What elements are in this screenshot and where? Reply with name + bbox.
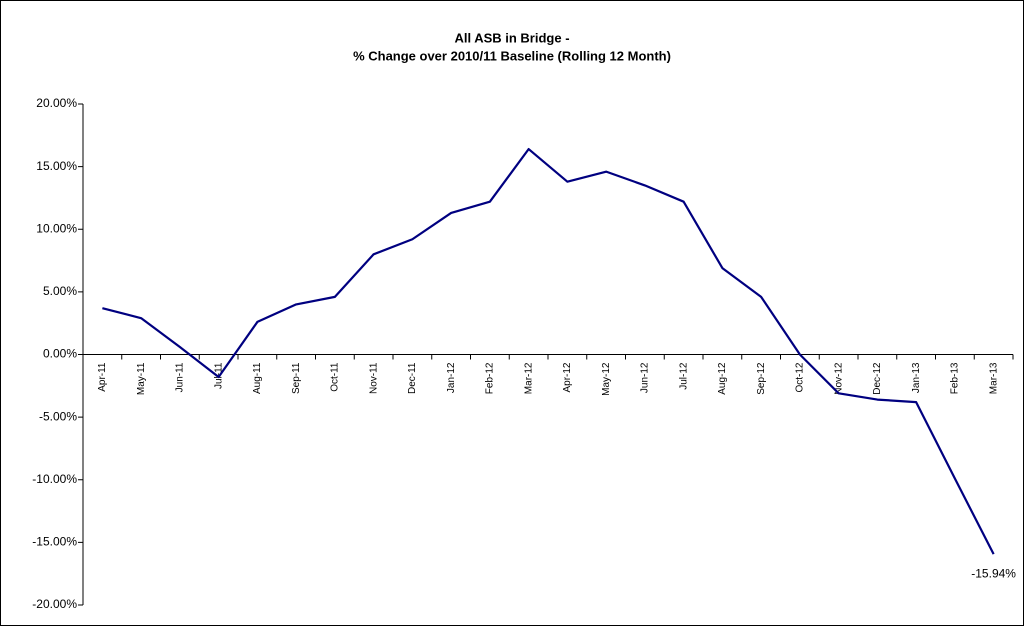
x-tick-label: May-11: [136, 362, 147, 395]
y-tick-label: -5.00%: [39, 409, 77, 423]
x-tick-label: Sep-11: [291, 362, 302, 394]
x-tick-label: Dec-12: [872, 362, 883, 395]
x-tick-label: Dec-11: [407, 362, 418, 394]
chart-title: % Change over 2010/11 Baseline (Rolling …: [353, 48, 671, 63]
y-tick-label: 10.00%: [36, 221, 77, 235]
x-tick-label: Jun-11: [175, 362, 186, 392]
y-tick-label: 20.00%: [36, 96, 77, 110]
x-tick-label: Apr-12: [562, 362, 573, 392]
x-tick-label: Sep-12: [756, 362, 767, 395]
data-label: -15.94%: [971, 566, 1016, 580]
x-tick-label: Apr-11: [97, 362, 108, 392]
x-tick-label: Jun-12: [640, 362, 651, 393]
x-tick-label: Jul-12: [678, 362, 689, 390]
y-tick-label: -15.00%: [32, 535, 77, 549]
x-tick-label: May-12: [601, 362, 612, 396]
x-tick-label: Feb-12: [485, 362, 496, 394]
x-tick-label: Mar-13: [988, 362, 999, 394]
x-tick-label: Nov-11: [368, 362, 379, 394]
x-tick-label: Jan-13: [911, 362, 922, 393]
y-tick-label: -20.00%: [32, 597, 77, 611]
x-tick-label: Oct-12: [795, 362, 806, 392]
y-tick-label: 5.00%: [43, 284, 77, 298]
y-tick-label: -10.00%: [32, 472, 77, 486]
x-tick-label: Mar-12: [523, 362, 534, 394]
chart-title: All ASB in Bridge -: [454, 30, 569, 45]
x-tick-label: Aug-11: [252, 362, 263, 394]
x-tick-label: Nov-12: [833, 362, 844, 395]
x-tick-label: Jan-12: [446, 362, 457, 393]
y-tick-label: 0.00%: [43, 347, 77, 361]
x-tick-label: Feb-13: [950, 362, 961, 394]
x-tick-label: Oct-11: [330, 362, 341, 392]
data-line: [102, 147, 995, 555]
x-tick-label: Aug-12: [717, 362, 728, 395]
y-tick-label: 15.00%: [36, 159, 77, 173]
